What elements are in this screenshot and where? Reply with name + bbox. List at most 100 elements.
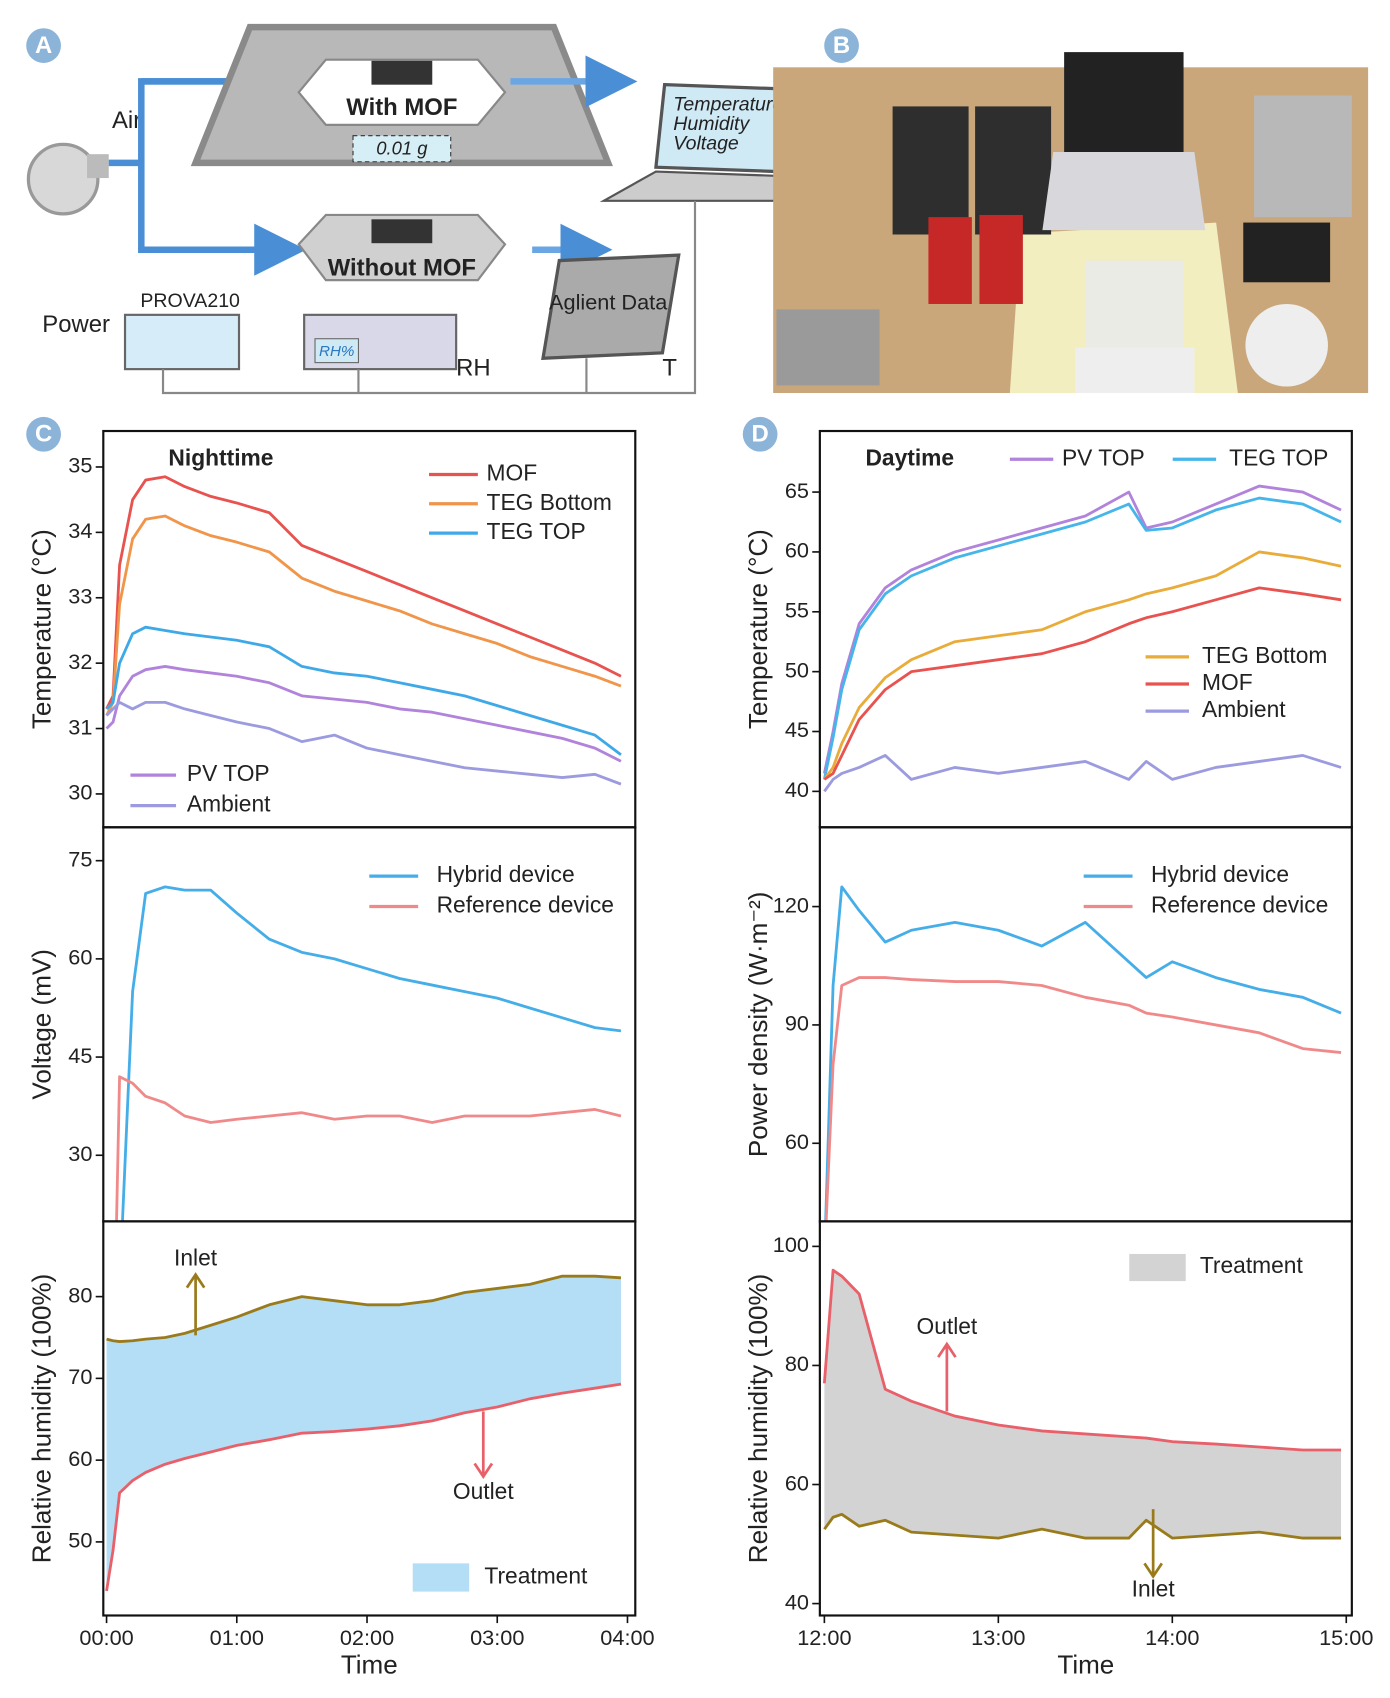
series-line [823, 754, 1342, 793]
rh-screen [314, 338, 359, 364]
series-line [823, 586, 1342, 781]
y-tick-label: 65 [785, 478, 809, 503]
device-with-mof [297, 58, 507, 126]
without-mof-label: Without MOF [328, 255, 476, 282]
series-line [105, 1382, 622, 1592]
y-tick-label: 34 [68, 518, 92, 543]
arrow-head [473, 1462, 494, 1479]
legend-swatch [1129, 1253, 1186, 1282]
legend-label: Treatment [484, 1563, 588, 1589]
x-tick-label: 02:00 [340, 1625, 394, 1650]
legend-label: PV TOP [187, 760, 270, 786]
multimeter [979, 214, 1023, 304]
x-tick-label: 04:00 [600, 1625, 654, 1650]
series-line [121, 885, 622, 1222]
annotation: Inlet [174, 1244, 218, 1270]
mass-box [352, 135, 452, 163]
y-tick-label: 70 [68, 1364, 92, 1389]
y-tick-label: 80 [68, 1282, 92, 1307]
y-axis-label: Voltage (mV) [26, 949, 56, 1100]
prova-device [123, 313, 241, 371]
y-tick-label: 60 [68, 945, 92, 970]
power-label: Power [42, 311, 110, 338]
x-tick-label: 14:00 [1145, 1625, 1199, 1650]
series-line [822, 496, 1342, 780]
legend-label: TEG TOP [487, 518, 586, 544]
mass-label: 0.01 g [376, 138, 428, 159]
rh-screen-label: RH% [319, 343, 354, 360]
logger [975, 106, 1052, 235]
legend-label: Reference device [1151, 892, 1328, 918]
x-tick-label: 03:00 [470, 1625, 524, 1650]
pump [776, 309, 880, 386]
y-axis-label: Temperature (°C) [743, 529, 773, 729]
rh-label: RH [456, 354, 490, 381]
chamber [1085, 260, 1184, 348]
with-mof-label: With MOF [346, 94, 457, 121]
panel-badge [26, 416, 61, 452]
x-tick-label: 01:00 [210, 1625, 264, 1650]
plot-area [105, 475, 622, 786]
diagram-a: A Air With MOF 0.01 g Temperature Humidi… [26, 23, 795, 395]
panel-label: A [35, 32, 52, 59]
blower-outlet [87, 154, 109, 179]
y-tick-label: 60 [785, 538, 809, 563]
arrow-head [1143, 1562, 1163, 1579]
y-tick-label: 60 [68, 1446, 92, 1471]
legend-label: TEG TOP [1229, 444, 1328, 470]
mof-grid [371, 219, 433, 244]
x-axis-label: Time [1057, 1649, 1114, 1679]
y-tick-label: 40 [785, 777, 809, 802]
plot-frame [102, 1220, 637, 1617]
device-without-mof [297, 213, 507, 282]
y-tick-label: 120 [773, 892, 809, 917]
prova-label: PROVA210 [140, 290, 240, 312]
y-tick-label: 50 [68, 1528, 92, 1553]
plot-area [105, 1274, 622, 1592]
annotation: Inlet [1132, 1576, 1176, 1602]
panel-label: B [833, 32, 850, 59]
y-tick-label: 45 [68, 1043, 92, 1068]
arrow-head [937, 1341, 957, 1358]
y-tick-label: 90 [785, 1011, 809, 1036]
x-axis-label: Time [341, 1649, 398, 1679]
instrument [1254, 95, 1352, 218]
agilent-logger [541, 253, 681, 360]
y-tick-label: 45 [785, 717, 809, 742]
panel-label: C [35, 421, 52, 448]
laptop-text: Temperature [673, 93, 783, 115]
plot-area [822, 1268, 1342, 1540]
arrow-head [185, 1272, 206, 1289]
chart-title: Daytime [865, 444, 954, 470]
annotation: Outlet [453, 1478, 514, 1504]
series-line [105, 665, 622, 763]
laptop-base [599, 170, 795, 202]
photo-b: B [773, 28, 1369, 394]
y-tick-label: 30 [68, 780, 92, 805]
series-line [822, 1268, 1342, 1452]
y-tick-label: 55 [785, 598, 809, 623]
panel-badge [824, 28, 859, 63]
y-tick-label: 33 [68, 583, 92, 608]
legend-label: TEG Bottom [487, 489, 612, 515]
y-tick-label: 40 [785, 1589, 809, 1614]
multimeter [928, 217, 972, 304]
legend-label: Treatment [1200, 1252, 1304, 1278]
x-tick-label: 15:00 [1319, 1625, 1373, 1650]
plot-area [824, 885, 1342, 1222]
series-line [824, 976, 1342, 1222]
series-line [822, 484, 1342, 774]
series-line [115, 1075, 622, 1222]
treatment-band [106, 1276, 621, 1591]
legend-label: MOF [1202, 669, 1253, 695]
meter [1243, 222, 1331, 283]
y-tick-label: 31 [68, 714, 92, 739]
laptop-text: Humidity [673, 113, 750, 135]
laptop-screen [1064, 52, 1184, 152]
treatment-band [824, 1270, 1342, 1539]
legend-swatch [412, 1563, 470, 1592]
y-tick-label: 80 [785, 1351, 809, 1376]
legend-label: Hybrid device [437, 861, 575, 887]
y-axis-label: Relative humidity (100%) [743, 1274, 773, 1564]
